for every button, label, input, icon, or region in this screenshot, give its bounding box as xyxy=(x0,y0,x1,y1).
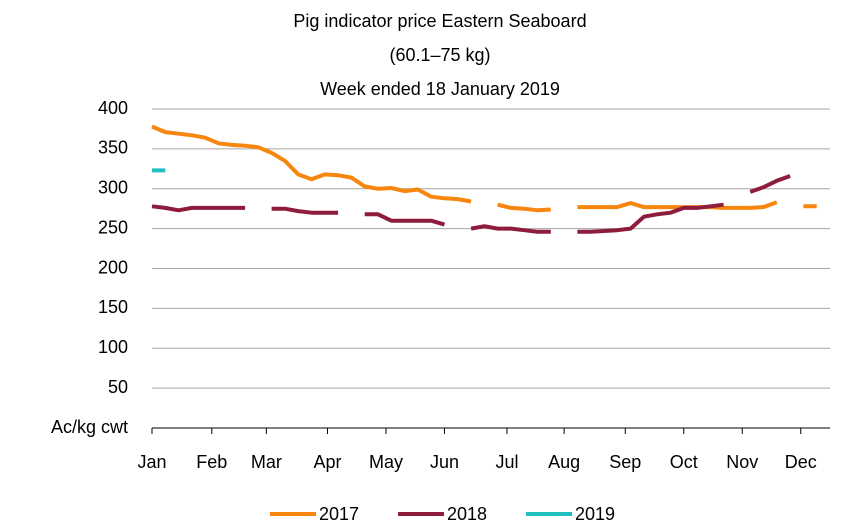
x-tick-label: Oct xyxy=(670,452,698,472)
chart-title: Week ended 18 January 2019 xyxy=(320,79,560,99)
x-tick-label: Aug xyxy=(548,452,580,472)
x-tick-label: Jul xyxy=(495,452,518,472)
x-tick-label: Sep xyxy=(609,452,641,472)
y-tick-label: 300 xyxy=(98,178,128,198)
series-line xyxy=(151,174,791,234)
legend-label: 2018 xyxy=(447,504,487,524)
legend-label: 2017 xyxy=(319,504,359,524)
y-tick-label: 150 xyxy=(98,297,128,317)
x-tick-label: Apr xyxy=(313,452,341,472)
y-tick-label: 250 xyxy=(98,217,128,237)
x-tick-label: Mar xyxy=(251,452,282,472)
x-tick-label: Nov xyxy=(726,452,758,472)
y-tick-label: 200 xyxy=(98,257,128,277)
x-tick-label: Dec xyxy=(785,452,817,472)
x-tick-label: Feb xyxy=(196,452,227,472)
y-tick-label: Ac/kg cwt xyxy=(51,417,128,437)
y-tick-label: 400 xyxy=(98,98,128,118)
x-tick-label: May xyxy=(369,452,403,472)
x-tick-label: Jan xyxy=(137,452,166,472)
chart-title: (60.1–75 kg) xyxy=(389,45,490,65)
legend-label: 2019 xyxy=(575,504,615,524)
series-line xyxy=(151,124,817,213)
y-tick-label: 100 xyxy=(98,337,128,357)
chart-title: Pig indicator price Eastern Seaboard xyxy=(293,11,586,31)
x-tick-label: Jun xyxy=(430,452,459,472)
y-tick-label: 50 xyxy=(108,377,128,397)
y-tick-label: 350 xyxy=(98,138,128,158)
